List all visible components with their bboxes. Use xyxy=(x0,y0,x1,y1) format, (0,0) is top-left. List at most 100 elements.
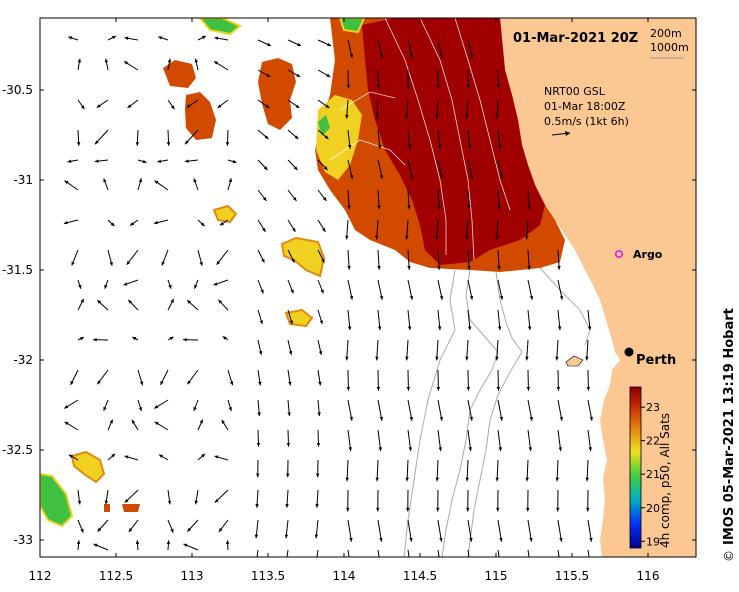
current-arrowhead xyxy=(291,258,295,263)
current-arrowhead xyxy=(128,299,132,304)
current-arrowhead xyxy=(436,386,441,391)
current-arrowhead xyxy=(110,222,115,227)
rottnest-island xyxy=(565,355,584,367)
current-arrowhead xyxy=(588,447,592,452)
current-arrowhead xyxy=(184,140,189,145)
current-arrowhead xyxy=(109,261,113,266)
current-arrow xyxy=(467,519,472,542)
current-arrow xyxy=(587,519,592,542)
current-arrowhead xyxy=(377,326,382,331)
current-arrowhead xyxy=(259,320,263,325)
current-arrowhead xyxy=(559,295,564,300)
current-arrowhead xyxy=(377,145,382,149)
current-arrowhead xyxy=(109,419,113,424)
current-arrowhead xyxy=(71,261,75,266)
current-arrowhead xyxy=(124,61,129,65)
colorbar-tick-label: 21 xyxy=(646,468,660,481)
current-arrowhead xyxy=(377,205,381,210)
current-arrowhead xyxy=(318,350,323,355)
current-arrowhead xyxy=(187,300,191,304)
x-tick-label: 115.5 xyxy=(555,569,589,583)
current-arrowhead xyxy=(76,540,81,545)
current-arrowhead xyxy=(495,114,499,119)
current-arrowhead xyxy=(104,284,108,289)
colorbar-ramp xyxy=(629,386,642,549)
current-arrowhead xyxy=(376,507,380,512)
current-arrowhead xyxy=(499,416,503,421)
current-vector-field xyxy=(63,35,593,572)
current-arrowhead xyxy=(405,235,409,240)
x-tick-label: 116 xyxy=(637,569,660,583)
depth-1000m-label: 1000m xyxy=(650,41,689,54)
current-arrowhead xyxy=(256,442,261,447)
current-arrowhead xyxy=(527,205,531,210)
current-arrowhead xyxy=(467,326,472,331)
current-arrowhead xyxy=(585,477,589,482)
current-arrowhead xyxy=(465,356,469,361)
current-arrowhead xyxy=(469,568,472,572)
current-arrowhead xyxy=(64,421,69,426)
colorbar-tick-label: 20 xyxy=(646,502,660,515)
current-arrowhead xyxy=(499,537,503,542)
current-arrowhead xyxy=(289,320,293,325)
current-arrowhead xyxy=(469,416,473,421)
current-arrowhead xyxy=(154,180,159,185)
current-arrowhead xyxy=(346,84,351,89)
current-arrow xyxy=(256,549,259,557)
current-arrow xyxy=(286,549,289,557)
current-arrowhead xyxy=(379,54,384,59)
current-arrowhead xyxy=(104,500,109,505)
current-arrowhead xyxy=(286,442,291,447)
current-arrow xyxy=(557,519,562,542)
current-arrowhead xyxy=(158,36,163,40)
current-arrowhead xyxy=(222,336,227,340)
current-arrowhead xyxy=(439,537,443,542)
current-arrowhead xyxy=(466,84,471,89)
current-arrowhead xyxy=(556,507,560,512)
current-arrowhead xyxy=(320,289,324,294)
current-arrowhead xyxy=(349,416,353,421)
current-arrowhead xyxy=(229,381,234,386)
current-arrowhead xyxy=(345,235,349,240)
plot-frame xyxy=(39,17,697,558)
depth-200m-label: 200m xyxy=(650,27,682,40)
current-arrowhead xyxy=(319,320,323,325)
current-arrowhead xyxy=(407,266,411,270)
current-arrowhead xyxy=(131,419,136,424)
current-arrowhead xyxy=(379,537,383,542)
current-arrowhead xyxy=(260,289,264,294)
current-arrowhead xyxy=(219,221,224,226)
current-arrowhead xyxy=(214,498,219,503)
current-arrowhead xyxy=(528,447,532,452)
current-info: NRT00 GSL 01-Mar 18:00Z 0.5m/s (1kt 6h) xyxy=(544,85,629,136)
current-arrowhead xyxy=(589,568,592,572)
current-arrowhead xyxy=(80,298,84,303)
current-arrowhead xyxy=(93,338,97,342)
current-arrowhead xyxy=(77,58,82,63)
current-arrowhead xyxy=(409,175,414,179)
current-arrowhead xyxy=(126,260,131,265)
current-arrowhead xyxy=(124,455,129,459)
current-arrowhead xyxy=(529,537,533,542)
current-arrowhead xyxy=(225,540,230,544)
y-tick-label: -32.5 xyxy=(2,443,33,457)
current-arrowhead xyxy=(375,114,379,119)
current-arrowhead xyxy=(469,54,474,59)
current-arrowhead xyxy=(435,356,439,361)
current-arrowhead xyxy=(167,500,172,505)
current-arrowhead xyxy=(349,54,354,59)
current-arrowhead xyxy=(262,197,267,201)
current-arrow xyxy=(497,549,500,557)
current-arrowhead xyxy=(437,266,441,270)
current-arrowhead xyxy=(96,104,101,108)
current-arrowhead xyxy=(68,454,73,459)
current-arrowhead xyxy=(138,407,143,411)
current-arrowhead xyxy=(254,534,259,539)
current-arrowhead xyxy=(496,386,501,391)
current-arrowhead xyxy=(64,180,69,185)
y-tick-label: -31 xyxy=(13,173,33,187)
current-arrowhead xyxy=(324,135,329,139)
current-arrowhead xyxy=(216,260,221,265)
current-scale: 0.5m/s (1kt 6h) xyxy=(544,115,629,128)
current-arrowhead xyxy=(325,104,330,108)
